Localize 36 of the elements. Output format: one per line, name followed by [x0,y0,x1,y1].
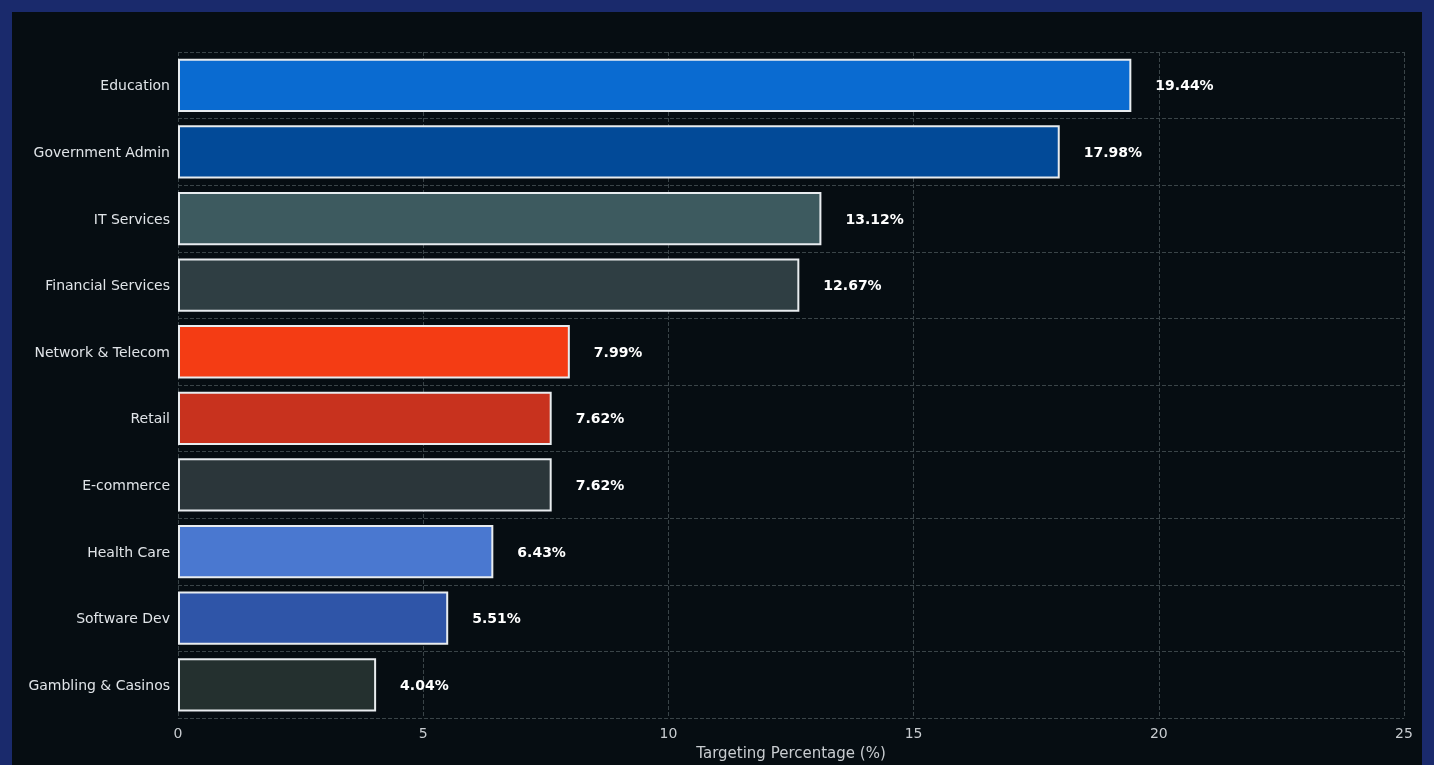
x-tick-label: 0 [173,725,183,742]
data-label: 4.04% [400,676,449,693]
x-tick-label: 25 [1395,725,1413,742]
x-tick-label: 10 [659,725,678,742]
y-tick-label: Retail [130,410,170,427]
y-tick-label: Software Dev [76,610,170,627]
bar [178,191,822,246]
bar [178,58,1132,112]
data-label: 6.43% [517,543,566,560]
x-axis-title: Targeting Percentage (%) [695,743,886,762]
bar [178,325,570,379]
data-label: 7.62% [575,410,625,427]
data-label: 7.62% [575,476,625,493]
y-tick-label: Education [100,77,170,94]
data-label: 7.99% [593,343,643,360]
y-tick-label: Network & Telecom [34,343,170,360]
y-tick-label: Health Care [87,543,170,560]
x-tick-label: 5 [418,725,428,742]
bar [178,524,494,579]
y-tick-label: IT Services [93,210,170,227]
x-tick-label: 20 [1149,725,1168,742]
data-label: 13.12% [845,210,904,227]
y-tick-label: Financial Services [45,277,170,294]
x-tick-label: 15 [904,725,923,742]
bar [178,125,1060,179]
bar [178,458,552,512]
y-tick-label: Government Admin [33,143,170,160]
data-label: 5.51% [472,610,521,627]
data-label: 12.67% [823,277,882,294]
bar [178,591,449,645]
y-tick-label: E-commerce [82,476,170,493]
data-label: 17.98% [1083,143,1143,160]
data-label: 19.44% [1155,77,1214,94]
bar [178,658,377,712]
bar [178,391,552,445]
y-tick-label: Gambling & Casinos [28,676,170,693]
